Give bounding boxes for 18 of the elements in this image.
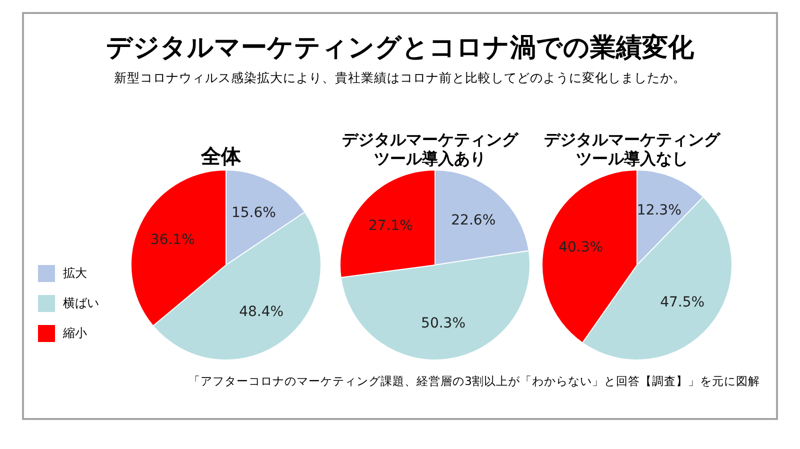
chart-title: デジタルマーケティングツール導入なし — [543, 130, 722, 168]
data-label: 15.6% — [231, 205, 276, 222]
legend-label: 横ばい — [63, 294, 99, 312]
data-label: 36.1% — [150, 232, 195, 248]
data-label: 12.3% — [636, 202, 682, 218]
chart-title: 全体 — [200, 144, 242, 168]
text: 新型コロナウィルス感染拡大により、貴社業績はコロナ前と比較してどのように変化しましたか。 — [113, 70, 687, 87]
data-label: 22.6% — [451, 212, 496, 228]
data-label: 27.1% — [368, 218, 413, 234]
data-label: 47.5% — [660, 294, 705, 311]
legend-label: 拡大 — [63, 264, 87, 282]
legend-label: 縮小 — [63, 324, 87, 342]
data-label: 50.3% — [421, 315, 466, 332]
text: デジタルマーケティングとコロナ渦での業績変化 — [105, 32, 695, 65]
text: 「アフターコロナのマーケティング課題、経営層の3割以上が「わからない」と回答【調査】」を元に図解 — [188, 374, 760, 389]
data-label: 40.3% — [558, 239, 604, 256]
chart-title: デジタルマーケティングツール導入あり — [341, 130, 520, 168]
data-label: 48.4% — [239, 304, 284, 320]
